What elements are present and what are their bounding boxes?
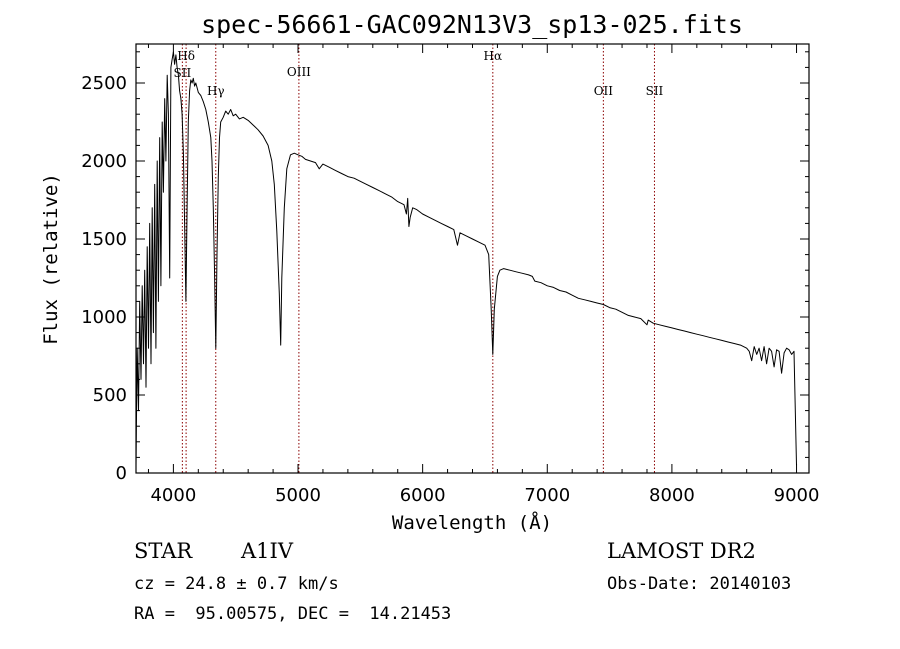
x-tick-label: 9000 [774, 485, 820, 506]
x-tick-label: 4000 [150, 485, 196, 506]
x-axis-title: Wavelength (Å) [392, 511, 552, 534]
x-tick-label: 5000 [275, 485, 321, 506]
spectral-class: A1IV [241, 539, 293, 563]
y-axis: 0 500 1000 1500 2000 2500 [81, 51, 809, 484]
spectrum-line [135, 51, 797, 466]
line-label: Hγ [207, 84, 225, 98]
redshift-velocity: cz = 24.8 ± 0.7 km/s [134, 574, 339, 594]
chart-title: spec-56661-GAC092N13V3_sp13-025.fits [201, 10, 743, 39]
y-tick-label: 1000 [81, 307, 127, 328]
x-tick-label: 8000 [649, 485, 695, 506]
coordinates: RA = 95.00575, DEC = 14.21453 [134, 604, 452, 624]
y-tick-label: 2000 [81, 151, 127, 172]
y-tick-label: 2500 [81, 73, 127, 94]
survey-name: LAMOST DR2 [607, 539, 756, 563]
line-label: SII [646, 84, 664, 98]
y-tick-label: 1500 [81, 229, 127, 250]
spectrum-series [135, 51, 797, 466]
line-label: Hα [484, 49, 503, 63]
line-label: SII [174, 66, 192, 80]
x-axis: 4000 5000 6000 7000 8000 9000 [147, 44, 820, 506]
x-tick-label: 6000 [400, 485, 446, 506]
plot-frame [135, 43, 810, 474]
y-tick-label: 0 [116, 463, 127, 484]
y-axis-title: Flux (relative) [40, 173, 62, 345]
line-label: OII [594, 84, 614, 98]
x-tick-label: 7000 [524, 485, 570, 506]
object-type: STAR [134, 539, 193, 563]
observation-date: Obs-Date: 20140103 [607, 574, 792, 594]
line-markers: Hδ SII Hγ OIII Hα OII SII [174, 44, 664, 473]
line-label: OIII [287, 65, 311, 79]
y-tick-label: 500 [93, 385, 127, 406]
line-label: Hδ [177, 49, 195, 63]
